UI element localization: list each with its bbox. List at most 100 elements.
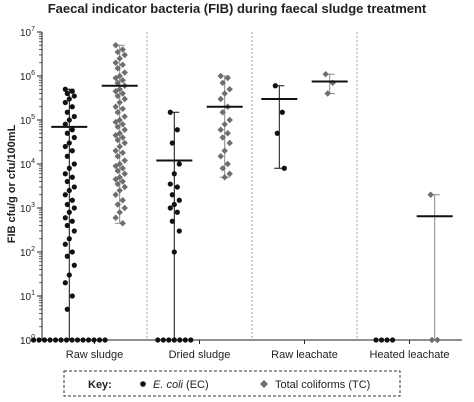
ec-data-point xyxy=(66,272,72,278)
ec-data-point xyxy=(80,337,86,343)
ec-data-point xyxy=(69,197,75,203)
tc-data-point xyxy=(121,157,128,164)
tc-data-point xyxy=(121,204,128,212)
ec-data-point xyxy=(71,161,77,167)
tc-data-point xyxy=(114,109,121,116)
ec-data-point xyxy=(166,337,172,343)
tc-data-point xyxy=(112,176,119,183)
ec-data-point xyxy=(69,104,75,110)
ec-data-point xyxy=(62,241,68,247)
category-label: Dried sludge xyxy=(169,349,231,361)
tc-data-point xyxy=(221,90,228,97)
y-tick-label: 102 xyxy=(20,246,35,259)
ec-data-point xyxy=(62,86,68,92)
tc-data-point xyxy=(119,149,126,156)
tc-data-point xyxy=(428,336,436,344)
ec-data-point xyxy=(384,337,390,343)
ec-data-point xyxy=(177,337,183,343)
ec-data-point xyxy=(62,143,68,150)
ec-data-point xyxy=(91,337,97,343)
ec-data-point xyxy=(36,337,42,343)
tc-data-point xyxy=(219,134,226,141)
ec-data-point xyxy=(171,337,177,343)
tc-data-point xyxy=(324,90,331,97)
ec-data-point xyxy=(66,165,72,171)
legend-key-label: Key: xyxy=(88,379,112,391)
y-tick-label: 103 xyxy=(20,202,35,215)
ec-data-point xyxy=(174,184,180,190)
legend-tc-label: Total coliforms (TC) xyxy=(275,379,370,391)
tc-data-point xyxy=(116,55,123,62)
ec-data-point xyxy=(47,337,53,343)
ec-data-point xyxy=(160,337,166,343)
tc-data-point xyxy=(112,147,119,154)
ec-data-point xyxy=(62,121,68,127)
ec-data-point xyxy=(64,222,70,229)
ec-data-point xyxy=(281,165,287,171)
tc-data-point xyxy=(114,180,121,188)
ec-data-point xyxy=(171,201,177,208)
y-tick-label: 107 xyxy=(20,26,35,39)
y-tick-base: 10 xyxy=(20,160,32,171)
legend-ec-name: E. coli xyxy=(153,379,184,391)
legend-key: Key: E. coli (EC) Total coliforms (TC) xyxy=(63,370,401,397)
ec-data-point xyxy=(64,153,70,159)
ec-data-point xyxy=(279,109,285,115)
ec-data-point xyxy=(182,337,188,343)
ec-data-point xyxy=(69,148,75,154)
ec-data-point xyxy=(66,140,72,146)
ec-data-point xyxy=(102,337,108,343)
tc-data-point xyxy=(224,130,231,137)
ec-data-point xyxy=(62,192,68,198)
y-tick-exponent: 6 xyxy=(31,70,35,77)
ec-data-point xyxy=(62,215,68,221)
ec-data-point xyxy=(373,337,379,343)
tc-data-point xyxy=(221,174,228,181)
ec-data-point xyxy=(69,88,75,94)
tc-data-point xyxy=(114,48,121,56)
ec-data-point xyxy=(171,249,177,255)
tc-data-point xyxy=(221,147,228,154)
y-tick-base: 10 xyxy=(20,116,32,127)
tc-data-point xyxy=(224,160,231,168)
ec-data-point xyxy=(64,109,70,115)
tc-data-point xyxy=(112,59,119,66)
tc-data-point xyxy=(226,86,233,93)
ec-data-point xyxy=(155,337,161,343)
ec-data-point xyxy=(64,306,70,312)
ec-data-point xyxy=(169,140,175,146)
category-label: Heated leachate xyxy=(369,349,449,361)
tc-data-point xyxy=(112,42,119,49)
ec-data-point xyxy=(69,337,75,343)
tc-data-point xyxy=(217,95,224,103)
tc-data-point xyxy=(224,74,231,82)
y-tick-base: 10 xyxy=(20,72,32,83)
tc-data-point xyxy=(112,191,119,198)
ec-data-point xyxy=(66,96,72,102)
ec-data-point xyxy=(71,228,77,234)
ec-data-point xyxy=(167,205,173,211)
ec-data-point xyxy=(96,337,103,343)
y-tick-exponent: 2 xyxy=(31,246,35,253)
ec-data-point xyxy=(169,218,175,224)
ec-data-point xyxy=(174,127,180,133)
ec-data-point xyxy=(188,337,194,343)
tc-data-point xyxy=(114,167,121,175)
tc-data-point xyxy=(121,69,128,76)
tc-data-point xyxy=(116,209,123,216)
ec-data-point xyxy=(169,192,175,198)
tc-data-point xyxy=(114,92,121,100)
y-tick-exponent: 7 xyxy=(31,26,35,33)
ec-data-point xyxy=(274,130,280,136)
ec-data-point xyxy=(30,337,37,343)
tc-data-point xyxy=(119,90,126,97)
tc-data-point xyxy=(119,178,126,185)
y-tick-exponent: 3 xyxy=(31,202,35,209)
ec-data-point xyxy=(71,205,77,211)
tc-data-point xyxy=(112,74,119,82)
tc-data-point xyxy=(121,126,128,133)
tc-data-point xyxy=(114,79,121,87)
plot-area: 100101102103104105106107Raw sludgeDried … xyxy=(20,26,462,361)
y-tick-label: 105 xyxy=(20,114,35,127)
